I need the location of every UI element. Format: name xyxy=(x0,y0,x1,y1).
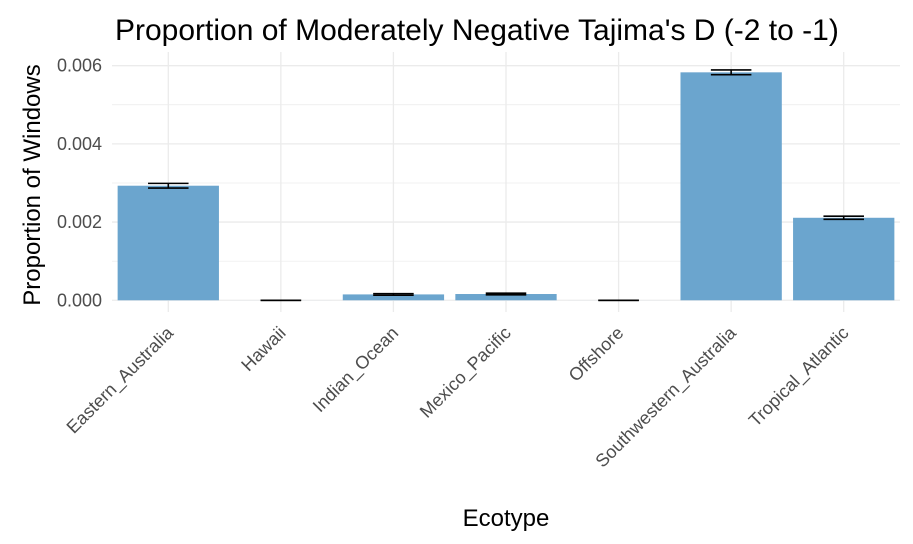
y-tick-label: 0.004 xyxy=(57,134,102,154)
bars xyxy=(117,72,895,301)
y-tick-label: 0.002 xyxy=(57,212,102,232)
error-bar xyxy=(373,292,414,296)
error-bar xyxy=(148,182,189,189)
error-bar xyxy=(823,215,864,221)
error-bar xyxy=(485,292,527,296)
x-tick-label: Offshore xyxy=(565,323,628,386)
y-axis-ticks: 0.000 0.002 0.004 0.006 xyxy=(57,56,102,311)
x-tick-label: Hawaii xyxy=(237,323,289,375)
y-axis-title: Proportion of Windows xyxy=(19,64,46,305)
bar xyxy=(680,72,782,301)
x-axis-title: Ecotype xyxy=(463,505,550,532)
bar xyxy=(793,217,895,301)
x-tick-label: Mexico_Pacific xyxy=(416,323,516,423)
x-tick-label: Indian_Ocean xyxy=(309,323,403,417)
x-tick-label: Tropical_Atlantic xyxy=(745,323,853,431)
y-tick-label: 0.000 xyxy=(57,290,102,310)
chart-title: Proportion of Moderately Negative Tajima… xyxy=(115,14,839,47)
y-tick-label: 0.006 xyxy=(57,56,102,76)
error-bars xyxy=(148,69,864,302)
error-bar xyxy=(710,69,752,76)
bar xyxy=(455,294,557,301)
x-axis-ticks: Eastern_Australia Hawaii Indian_Ocean Mexic… xyxy=(63,322,854,472)
bar xyxy=(117,185,219,301)
bar xyxy=(342,294,445,301)
x-tick-label: Eastern_Australia xyxy=(63,322,179,438)
